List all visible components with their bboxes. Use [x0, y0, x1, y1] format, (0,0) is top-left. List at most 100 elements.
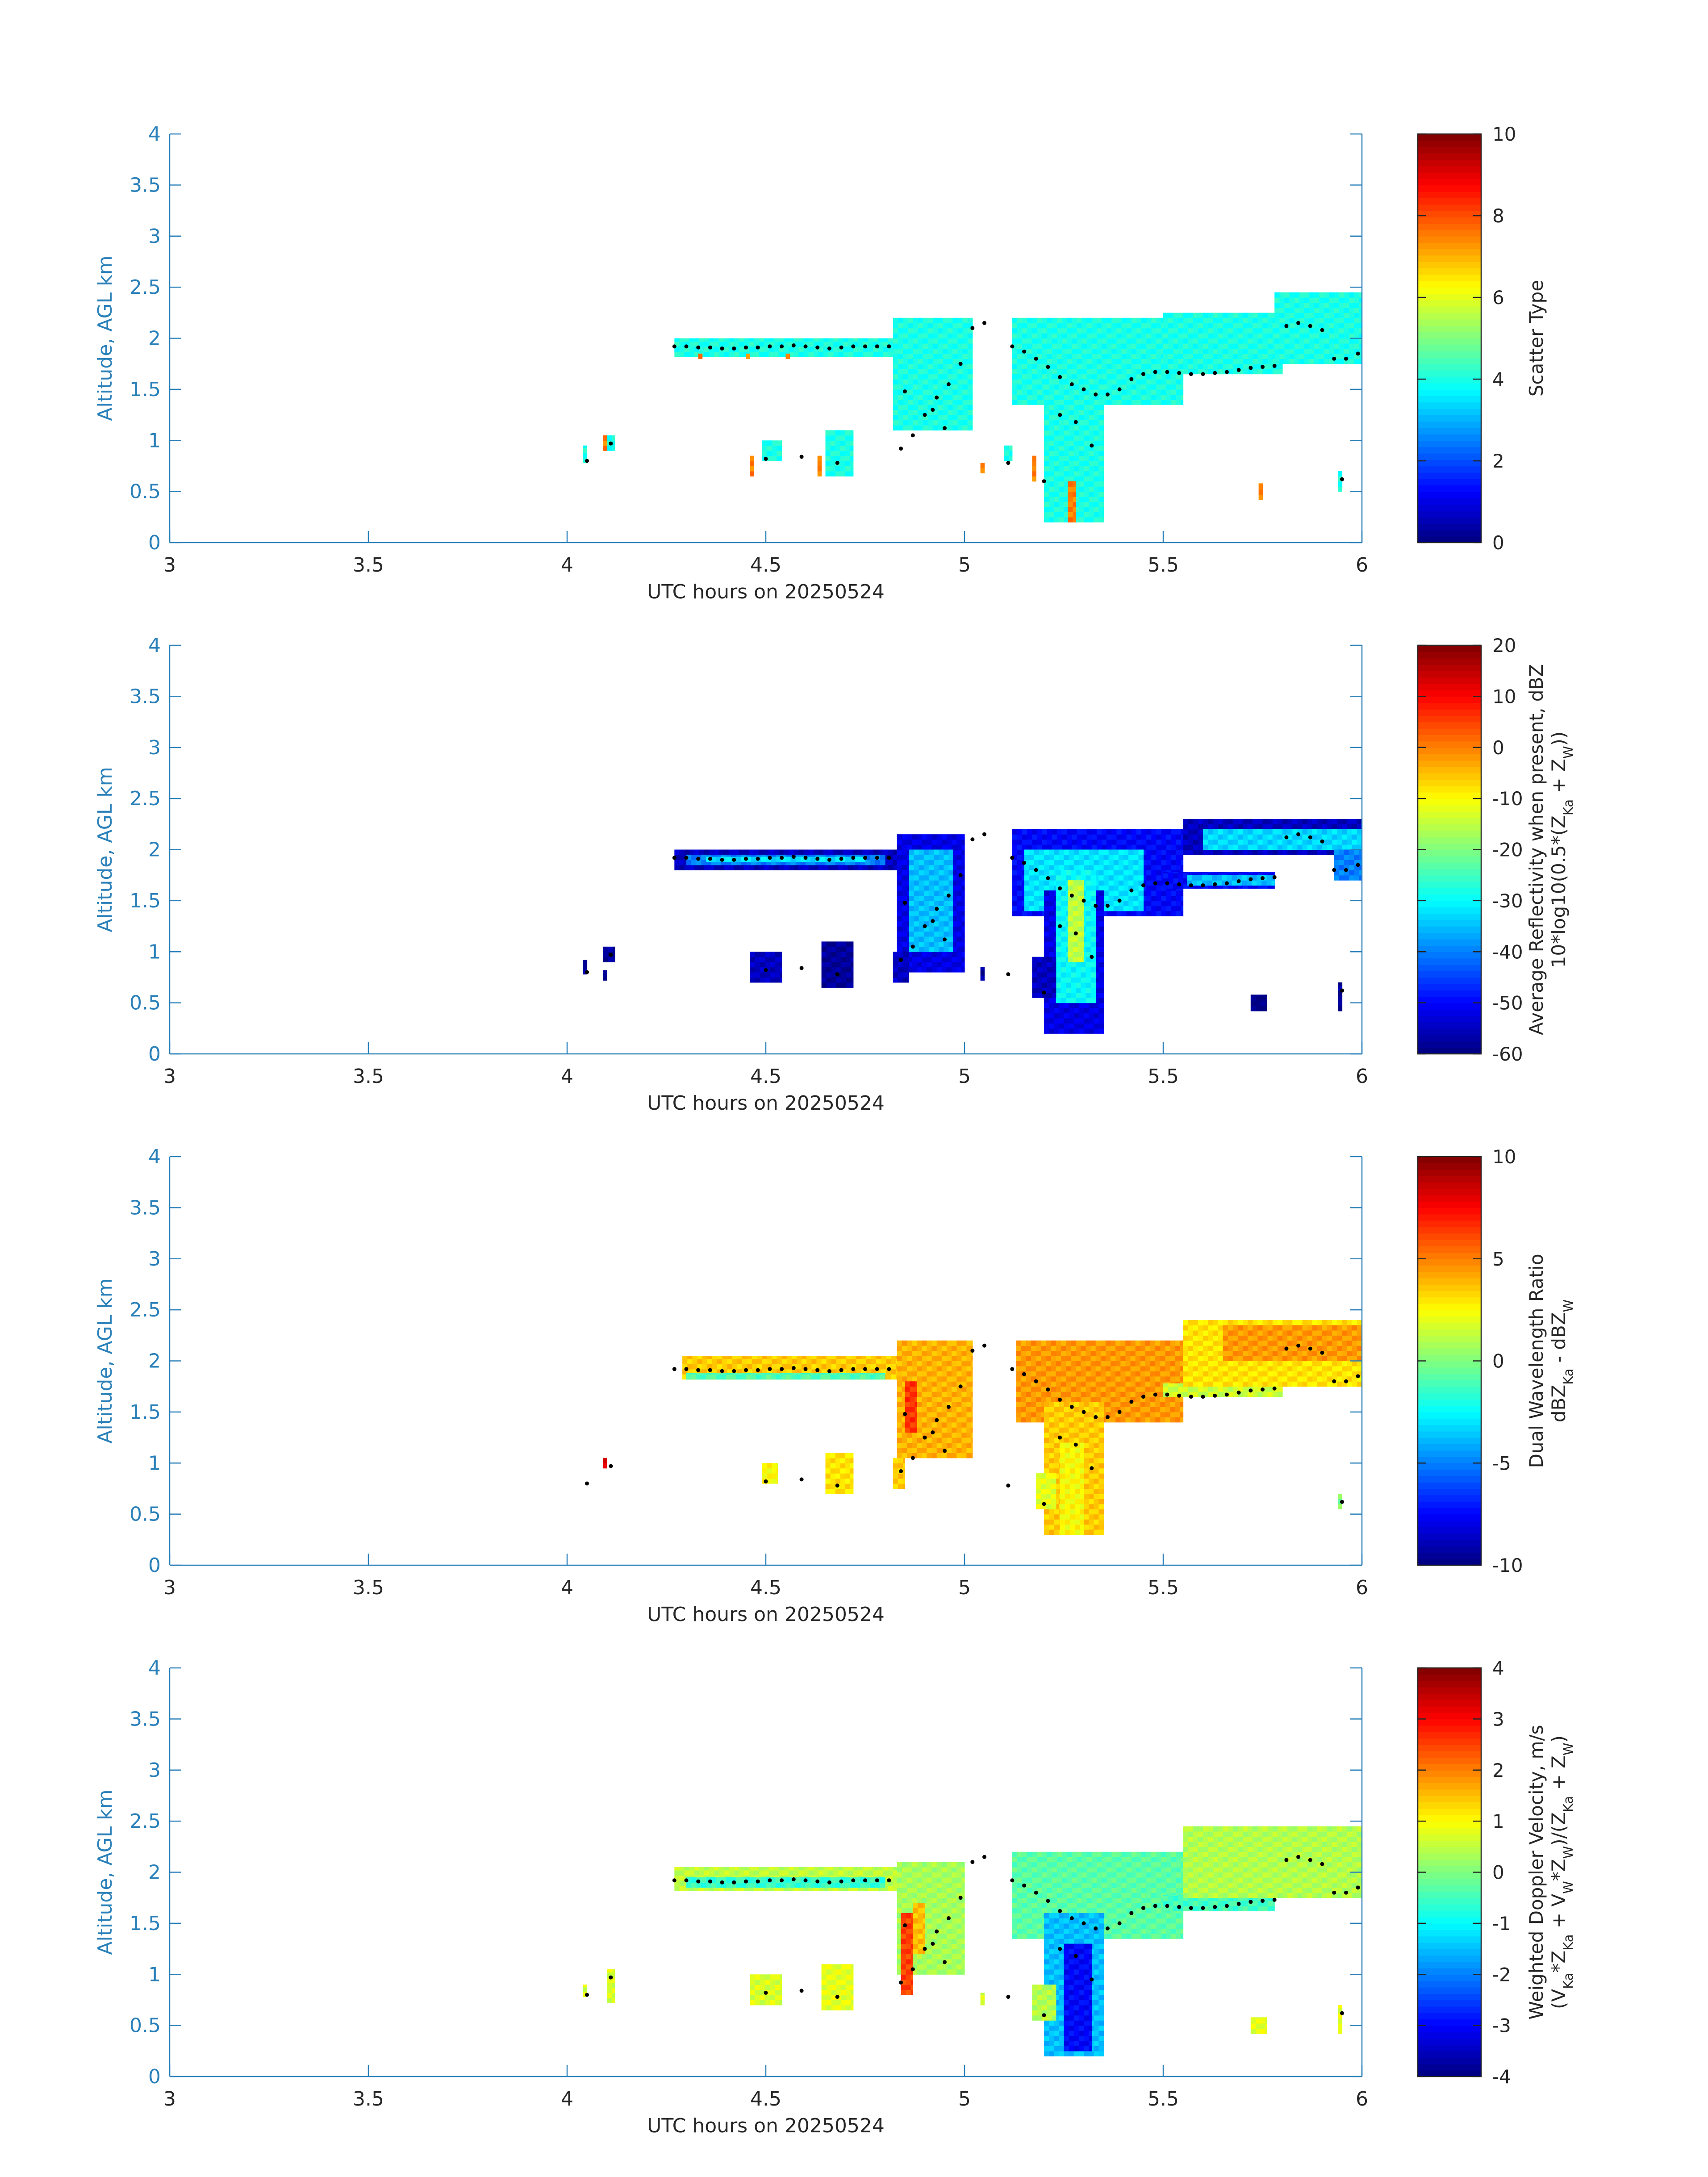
heatmap-cell	[1032, 911, 1038, 916]
heatmap-cell	[1232, 313, 1238, 318]
heatmap-cell	[1243, 824, 1248, 830]
heatmap-cell	[1078, 1013, 1084, 1019]
heatmap-cell	[1218, 849, 1224, 855]
heatmap-cell	[956, 839, 962, 845]
heatmap-cell	[1052, 343, 1057, 349]
y-tick-label: 0	[148, 531, 161, 554]
heatmap-cell	[1213, 849, 1218, 855]
heatmap-cell	[1089, 379, 1094, 385]
heatmap-cell	[1054, 394, 1059, 400]
heatmap-cell	[1078, 389, 1084, 395]
heatmap-cell	[961, 834, 965, 840]
heatmap-cell	[1299, 348, 1305, 354]
heatmap-cell	[1146, 384, 1152, 390]
heatmap-cell	[1183, 364, 1189, 369]
heatmap-cell	[825, 440, 831, 446]
heatmap-cell	[1077, 374, 1082, 380]
heatmap-cell	[696, 860, 702, 865]
heatmap-cell	[1049, 900, 1054, 906]
layer-dot	[1332, 356, 1336, 361]
heatmap-cell	[719, 351, 725, 357]
heatmap-cell	[1098, 972, 1104, 978]
heatmap-cell	[1064, 517, 1069, 522]
heatmap-cell	[1294, 348, 1300, 354]
heatmap-cell	[1073, 451, 1079, 456]
heatmap-cell	[1012, 875, 1018, 881]
heatmap-cell	[1253, 883, 1258, 889]
heatmap-cell	[1071, 982, 1076, 988]
heatmap-cell	[1181, 890, 1184, 896]
heatmap-cell	[1183, 839, 1189, 845]
heatmap-cell	[1098, 471, 1104, 476]
heatmap-cell	[1339, 343, 1345, 349]
heatmap-cell	[1228, 883, 1233, 889]
heatmap-cell	[1029, 880, 1035, 886]
heatmap-cell	[679, 860, 685, 865]
heatmap-cell	[1037, 911, 1043, 916]
heatmap-cell	[1166, 829, 1172, 835]
heatmap-cell	[961, 967, 965, 973]
heatmap-cell	[1171, 860, 1177, 865]
heatmap-cell	[773, 341, 779, 347]
heatmap-cell	[918, 333, 923, 339]
heatmap-cell	[1057, 338, 1062, 344]
heatmap-cell	[1141, 348, 1147, 354]
heatmap-cell	[838, 351, 844, 357]
heatmap-cell	[1237, 824, 1243, 830]
heatmap-cell	[1044, 900, 1049, 906]
heatmap-cell	[1064, 849, 1069, 855]
heatmap-cell	[1166, 860, 1172, 865]
heatmap-cell	[1146, 885, 1152, 891]
heatmap-cell	[1309, 328, 1315, 334]
heatmap-cell	[1072, 829, 1077, 835]
heatmap-cell	[1176, 389, 1182, 395]
heatmap-cell	[908, 353, 913, 359]
heatmap-cell	[1068, 512, 1073, 518]
heatmap-cell	[1208, 359, 1213, 364]
heatmap-cell	[1178, 353, 1184, 359]
heatmap-cell	[1094, 445, 1099, 451]
heatmap-cell	[583, 445, 588, 448]
heatmap-cell	[1208, 343, 1213, 349]
heatmap-cell	[1223, 328, 1228, 334]
heatmap-cell	[1056, 987, 1061, 993]
heatmap-cell	[1252, 880, 1257, 886]
heatmap-region	[750, 455, 754, 476]
heatmap-cell	[946, 834, 952, 840]
heatmap-cell	[1248, 849, 1253, 855]
heatmap-cell	[909, 936, 915, 942]
heatmap-cell	[1086, 875, 1091, 881]
heatmap-cell	[903, 399, 908, 405]
heatmap-cell	[1156, 328, 1162, 334]
heatmap-cell	[948, 865, 953, 870]
heatmap-cell	[1228, 369, 1233, 375]
heatmap-cell	[1086, 900, 1091, 906]
heatmap-cell	[922, 957, 927, 962]
heatmap-cell	[1116, 353, 1122, 359]
heatmap-cell	[1098, 992, 1104, 998]
heatmap-cell	[1059, 512, 1065, 518]
heatmap-cell	[937, 405, 943, 410]
colorbar-band	[1418, 523, 1481, 531]
heatmap-cell	[1171, 890, 1177, 896]
heatmap-cell	[850, 430, 854, 436]
heatmap-cell	[1032, 369, 1038, 375]
heatmap-cell	[1094, 1018, 1099, 1024]
heatmap-cell	[914, 885, 919, 891]
heatmap-cell	[1056, 931, 1061, 937]
heatmap-cell	[1069, 415, 1074, 421]
heatmap-cell	[1146, 834, 1152, 840]
heatmap-cell	[684, 849, 690, 855]
heatmap-cell	[1294, 343, 1300, 349]
heatmap-cell	[1057, 353, 1062, 359]
heatmap-cell	[709, 346, 714, 352]
heatmap-cell	[1103, 880, 1109, 886]
heatmap-cell	[1136, 338, 1142, 344]
heatmap-cell	[1227, 875, 1232, 881]
heatmap-cell	[1054, 451, 1059, 456]
heatmap-cell	[1056, 926, 1061, 932]
heatmap-cell	[789, 341, 794, 347]
heatmap-cell	[1054, 1013, 1059, 1019]
heatmap-cell	[1248, 348, 1253, 354]
heatmap-cell	[1076, 982, 1081, 988]
